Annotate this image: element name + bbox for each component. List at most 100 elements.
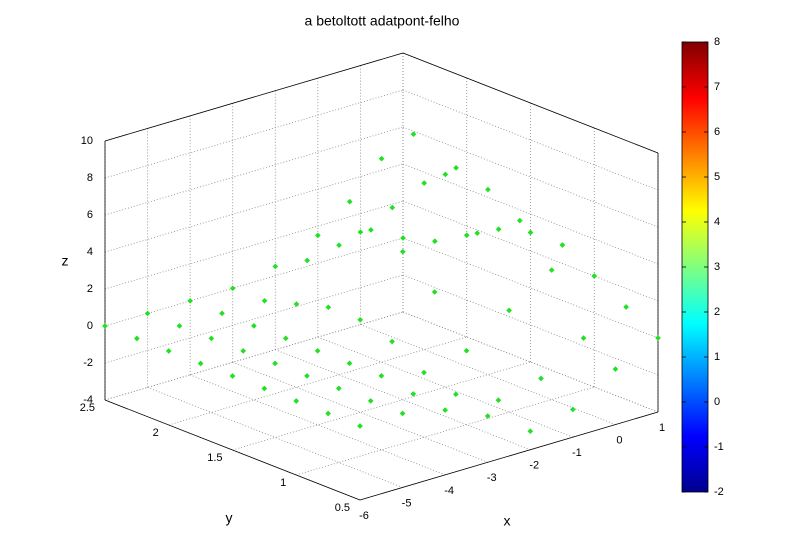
- z-tick-label: 6: [87, 209, 93, 221]
- grid-line: [168, 336, 467, 426]
- data-point: [378, 155, 385, 162]
- data-point: [453, 164, 459, 171]
- data-point: [495, 397, 502, 404]
- data-point: [368, 227, 374, 233]
- colorbar-tick-label: 4: [714, 216, 720, 228]
- data-point: [559, 242, 566, 248]
- data-point: [623, 304, 629, 310]
- data-point: [336, 242, 342, 249]
- colorbar-tick-label: 3: [714, 261, 720, 273]
- grid-line: [189, 374, 446, 476]
- grid-line: [360, 324, 616, 425]
- data-point: [219, 310, 225, 317]
- axis-edge: [402, 52, 659, 154]
- grid-line: [402, 163, 659, 265]
- z-tick-label: 10: [81, 135, 93, 147]
- grid-line: [296, 386, 595, 476]
- data-point: [463, 232, 470, 239]
- x-tick-label: -3: [487, 472, 497, 484]
- data-point: [655, 335, 661, 341]
- grid-line: [104, 200, 404, 290]
- colorbar-tick-label: 1: [714, 351, 720, 363]
- data-point: [442, 171, 449, 178]
- data-point: [293, 398, 300, 404]
- colorbar-tick-label: 7: [714, 81, 720, 93]
- grid-line: [104, 237, 404, 327]
- data-point: [378, 373, 385, 379]
- grid-line: [104, 89, 404, 179]
- data-point: [410, 131, 417, 137]
- axis-edge: [104, 52, 404, 142]
- data-point: [346, 198, 353, 205]
- data-point: [314, 348, 321, 354]
- y-tick-label: 2: [153, 427, 159, 439]
- data-point: [389, 338, 395, 345]
- z-tick-label: 2: [87, 283, 93, 295]
- data-point: [421, 369, 427, 376]
- data-point: [134, 335, 140, 342]
- data-point: [484, 413, 491, 419]
- colorbar: [681, 41, 709, 493]
- colorbar-tick-label: 5: [714, 171, 720, 183]
- data-point: [293, 301, 300, 307]
- data-point: [229, 373, 236, 379]
- data-point: [304, 373, 310, 379]
- data-point: [208, 335, 215, 342]
- colorbar-tick-label: 6: [714, 126, 720, 138]
- data-point: [197, 360, 204, 367]
- data-point: [176, 323, 183, 329]
- data-point: [389, 204, 396, 211]
- data-point: [367, 398, 374, 404]
- colorbar-tick-label: 2: [714, 306, 720, 318]
- grid-line: [104, 274, 404, 364]
- grid-line: [402, 126, 659, 228]
- data-point: [421, 180, 428, 186]
- z-tick-label: 0: [87, 320, 93, 332]
- data-point: [612, 366, 619, 372]
- data-point: [506, 307, 512, 314]
- x-tick-label: -2: [529, 460, 539, 472]
- grid-line: [275, 349, 531, 451]
- grid-line: [402, 200, 659, 302]
- grid-line: [402, 89, 659, 191]
- data-point: [442, 407, 448, 413]
- grid-line: [104, 126, 404, 216]
- chart-title: a betoltott adatpont-felho: [305, 13, 460, 29]
- y-tick-label: 2.5: [80, 402, 95, 414]
- x-tick-label: -4: [444, 485, 454, 497]
- data-point: [272, 263, 279, 270]
- data-point: [591, 273, 598, 279]
- data-point: [325, 304, 332, 311]
- x-axis-label: x: [504, 513, 511, 529]
- data-point: [102, 323, 108, 329]
- data-point: [165, 348, 172, 354]
- data-point: [527, 229, 534, 236]
- data-point: [548, 267, 555, 273]
- data-point: [251, 323, 257, 329]
- colorbar-tick-label: 0: [714, 396, 720, 408]
- x-tick-label: -6: [359, 510, 369, 522]
- data-point: [335, 385, 342, 392]
- data-point: [261, 385, 268, 392]
- grid-line: [402, 274, 659, 376]
- data-point: [357, 423, 363, 429]
- data-point: [495, 226, 502, 233]
- y-tick-label: 1.5: [207, 452, 222, 464]
- data-point: [357, 316, 364, 323]
- data-point: [485, 186, 491, 193]
- data-point: [474, 230, 481, 236]
- data-point: [580, 335, 587, 341]
- colorbar-tick-label: -1: [714, 441, 724, 453]
- z-tick-label: -4: [83, 394, 93, 406]
- grid-line: [232, 361, 488, 463]
- data-point: [527, 428, 534, 435]
- data-point: [144, 310, 151, 317]
- x-tick-label: -1: [572, 447, 582, 459]
- data-point: [261, 297, 268, 304]
- colorbar-tick-label: 8: [714, 36, 720, 48]
- x-tick-label: -5: [402, 497, 412, 509]
- z-axis-label: z: [62, 253, 69, 269]
- y-tick-label: 1: [280, 477, 286, 489]
- z-tick-label: -2: [83, 357, 93, 369]
